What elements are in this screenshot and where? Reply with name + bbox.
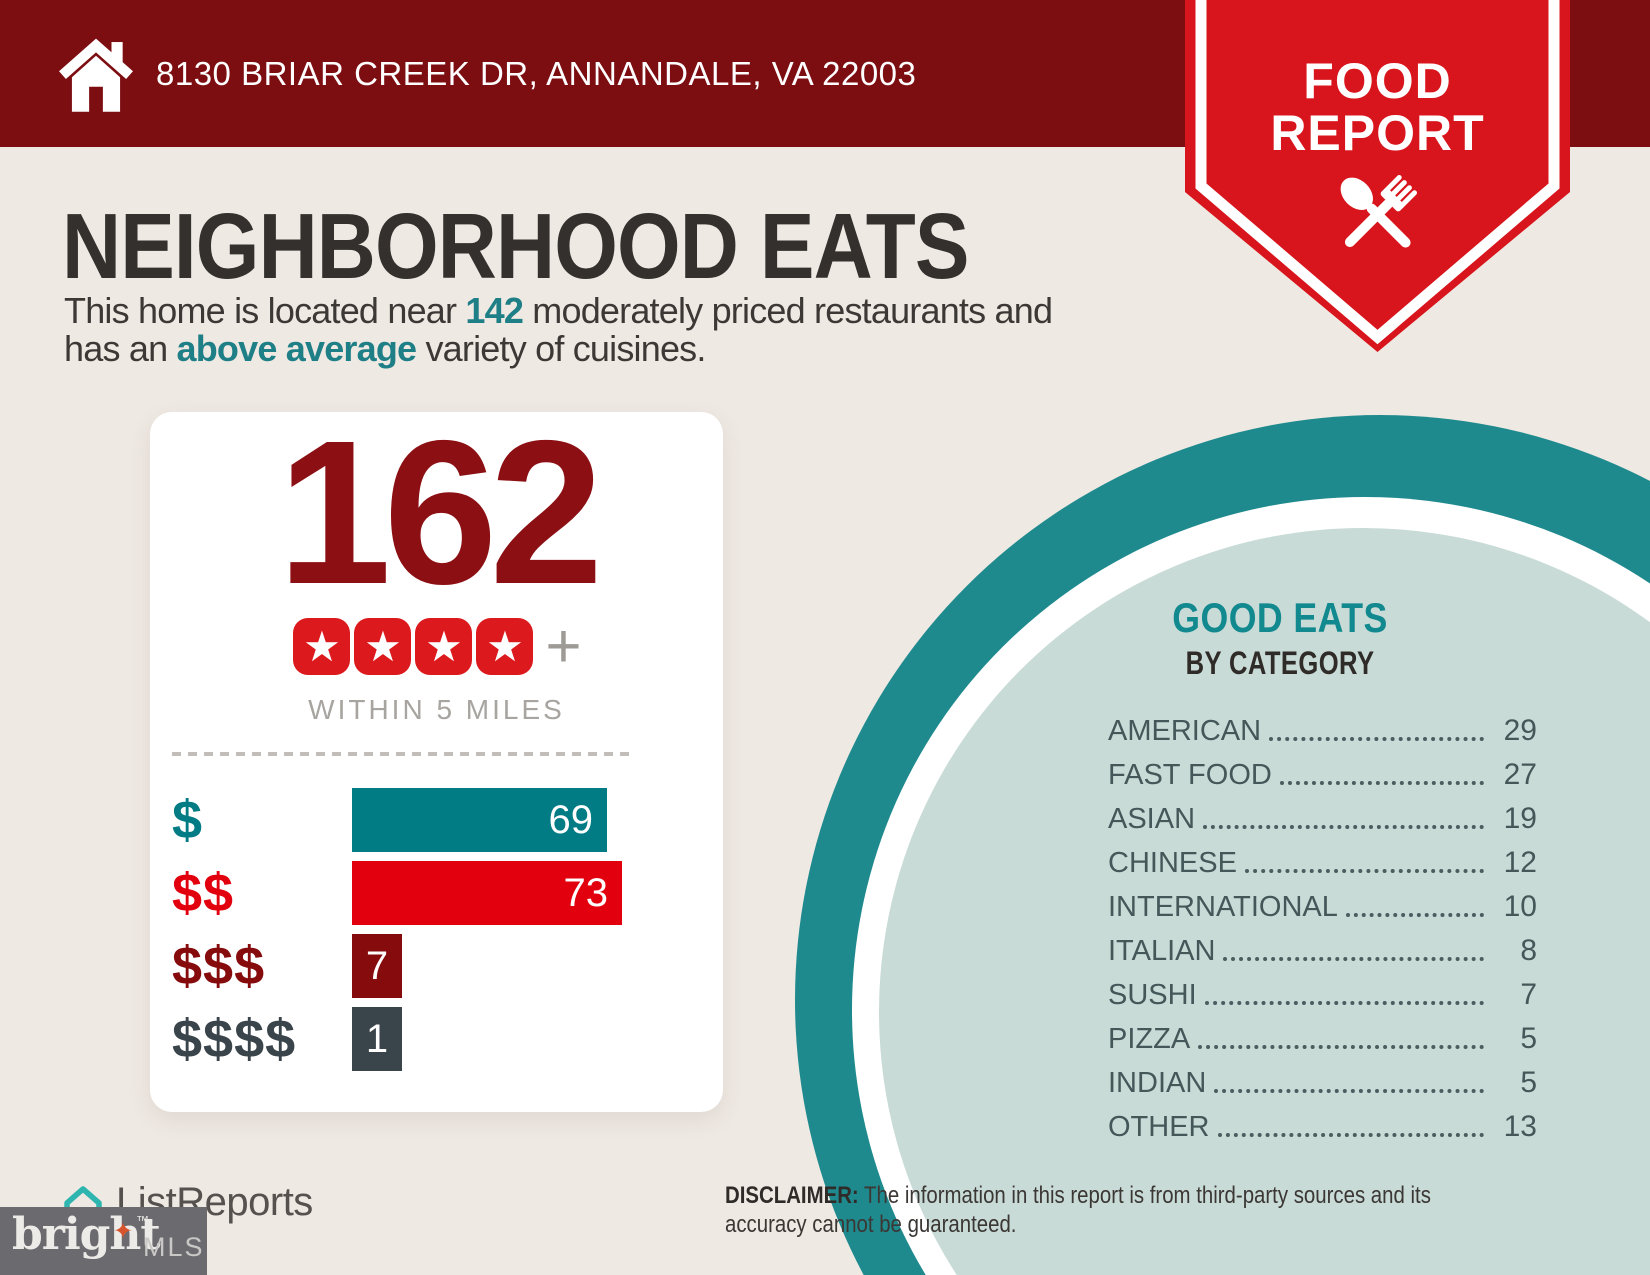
category-count: 10 bbox=[1503, 890, 1537, 923]
category-row: SUSHI 7 bbox=[1108, 973, 1537, 1017]
dashed-divider bbox=[172, 752, 630, 756]
dotted-leader bbox=[1269, 737, 1484, 741]
dotted-leader bbox=[1214, 1089, 1484, 1093]
page-title: NEIGHBORHOOD EATS bbox=[62, 194, 969, 298]
category-row: INTERNATIONAL 10 bbox=[1108, 885, 1537, 929]
bright-wordmark: bright bbox=[12, 1209, 161, 1260]
intro-line1-post: moderately priced restaurants and bbox=[523, 290, 1053, 331]
dotted-leader bbox=[1217, 1133, 1484, 1137]
good-eats-header: GOOD EATS BY CATEGORY bbox=[1030, 594, 1530, 682]
property-address: 8130 BRIAR CREEK DR, ANNANDALE, VA 22003 bbox=[156, 55, 917, 92]
price-bar-value: 73 bbox=[563, 870, 609, 915]
price-tier-label: $$$$ bbox=[172, 1009, 297, 1069]
category-name: OTHER bbox=[1108, 1110, 1210, 1143]
category-name: FAST FOOD bbox=[1108, 758, 1272, 791]
category-count: 8 bbox=[1520, 934, 1537, 967]
category-row: CHINESE 12 bbox=[1108, 841, 1537, 885]
good-eats-subtitle: BY CATEGORY bbox=[1185, 645, 1375, 681]
intro-line-2: has an above average variety of cuisines… bbox=[64, 330, 1052, 368]
category-row: PIZZA 5 bbox=[1108, 1017, 1537, 1061]
intro-line2-post: variety of cuisines. bbox=[416, 328, 706, 369]
category-list: AMERICAN 29 FAST FOOD 27 ASIAN 19 CHINESE 12 INT… bbox=[1108, 709, 1537, 1149]
plus-sign: + bbox=[545, 612, 582, 681]
home-icon bbox=[59, 38, 133, 112]
food-report-ribbon: FOOD REPORT bbox=[1185, 0, 1570, 360]
category-name: AMERICAN bbox=[1108, 714, 1262, 747]
disclaimer-line1-text: The information in this report is from t… bbox=[858, 1182, 1431, 1209]
price-bar-value: 7 bbox=[365, 943, 389, 988]
intro-text: This home is located near 142 moderately… bbox=[64, 290, 1053, 368]
disclaimer-label: DISCLAIMER: bbox=[725, 1182, 859, 1209]
star-icon: ★ bbox=[354, 618, 412, 675]
dotted-leader bbox=[1345, 913, 1484, 917]
price-bar: 1 bbox=[352, 1007, 402, 1071]
category-count: 5 bbox=[1520, 1066, 1537, 1099]
disclaimer: DISCLAIMER: The information in this repo… bbox=[725, 1181, 1473, 1239]
price-bar: 69 bbox=[352, 788, 607, 852]
category-count: 29 bbox=[1503, 714, 1537, 747]
intro-line1-pre: This home is located near bbox=[64, 290, 466, 331]
star-icon: ★ bbox=[293, 618, 351, 675]
restaurant-count-inline: 142 bbox=[465, 290, 524, 331]
category-name: INDIAN bbox=[1108, 1066, 1207, 1099]
star-icon: ★ bbox=[476, 618, 534, 675]
dotted-leader bbox=[1244, 869, 1484, 873]
disclaimer-line-1: DISCLAIMER: The information in this repo… bbox=[725, 1181, 1473, 1210]
variety-highlight: above average bbox=[176, 328, 418, 369]
dotted-leader bbox=[1198, 1045, 1484, 1049]
price-bar-row: $69 bbox=[150, 788, 723, 852]
price-bar-value: 69 bbox=[548, 797, 594, 842]
dotted-leader bbox=[1203, 825, 1484, 829]
bright-star-icon: ✦ bbox=[113, 1218, 134, 1245]
price-tier-label: $ bbox=[172, 790, 204, 850]
price-tier-label: $$$ bbox=[172, 936, 266, 996]
category-name: INTERNATIONAL bbox=[1108, 890, 1338, 923]
good-eats-title: GOOD EATS bbox=[1172, 594, 1388, 641]
price-bar-row: $$ 73 bbox=[150, 861, 723, 925]
category-row: INDIAN 5 bbox=[1108, 1061, 1537, 1105]
category-count: 5 bbox=[1520, 1022, 1537, 1055]
price-bar-chart: $69 $$ 73 $$$ 7 $$$$ 1 bbox=[150, 788, 723, 1080]
price-bar: 7 bbox=[352, 934, 402, 998]
disclaimer-line-2: accuracy cannot be guaranteed. bbox=[725, 1211, 1017, 1238]
bright-mls-logo: bright ✦ ™ MLS bbox=[0, 1207, 207, 1275]
category-count: 27 bbox=[1503, 758, 1537, 791]
category-count: 7 bbox=[1520, 978, 1537, 1011]
category-count: 13 bbox=[1503, 1110, 1537, 1143]
spoon-fork-crossed-icon bbox=[1340, 175, 1417, 248]
star-row: ★ ★ ★ ★ + bbox=[150, 612, 723, 681]
dotted-leader bbox=[1223, 957, 1484, 961]
category-name: ITALIAN bbox=[1108, 934, 1216, 967]
intro-line2-pre: has an bbox=[64, 328, 177, 369]
category-row: ITALIAN 8 bbox=[1108, 929, 1537, 973]
price-bar-row: $$$ 7 bbox=[150, 934, 723, 998]
category-name: PIZZA bbox=[1108, 1022, 1191, 1055]
price-bar-value: 1 bbox=[365, 1016, 389, 1061]
dotted-leader bbox=[1279, 781, 1484, 785]
ribbon-title-line2: REPORT bbox=[1270, 105, 1485, 161]
summary-card: 162 ★ ★ ★ ★ + WITHIN 5 MILES $69 $$ 73 $$$ 7 $$$$… bbox=[150, 398, 723, 1112]
dotted-leader bbox=[1204, 1001, 1484, 1005]
star-icon: ★ bbox=[415, 618, 473, 675]
category-name: SUSHI bbox=[1108, 978, 1197, 1011]
ribbon-title-line1: FOOD bbox=[1303, 53, 1452, 109]
price-bar-row: $$$$ 1 bbox=[150, 1007, 723, 1071]
category-row: ASIAN 19 bbox=[1108, 797, 1537, 841]
trademark-symbol: ™ bbox=[136, 1213, 149, 1228]
mls-label: MLS bbox=[143, 1232, 205, 1262]
category-name: CHINESE bbox=[1108, 846, 1237, 879]
intro-line-1: This home is located near 142 moderately… bbox=[64, 290, 1053, 331]
price-bar: 73 bbox=[352, 861, 622, 925]
price-tier-label: $$ bbox=[172, 863, 235, 923]
category-row: AMERICAN 29 bbox=[1108, 709, 1537, 753]
restaurant-total: 162 bbox=[277, 398, 603, 627]
category-count: 19 bbox=[1503, 802, 1537, 835]
category-row: FAST FOOD 27 bbox=[1108, 753, 1537, 797]
radius-label: WITHIN 5 MILES bbox=[308, 694, 565, 725]
category-row: OTHER 13 bbox=[1108, 1105, 1537, 1149]
category-name: ASIAN bbox=[1108, 802, 1196, 835]
ribbon-shape bbox=[1185, 0, 1570, 352]
category-count: 12 bbox=[1503, 846, 1537, 879]
